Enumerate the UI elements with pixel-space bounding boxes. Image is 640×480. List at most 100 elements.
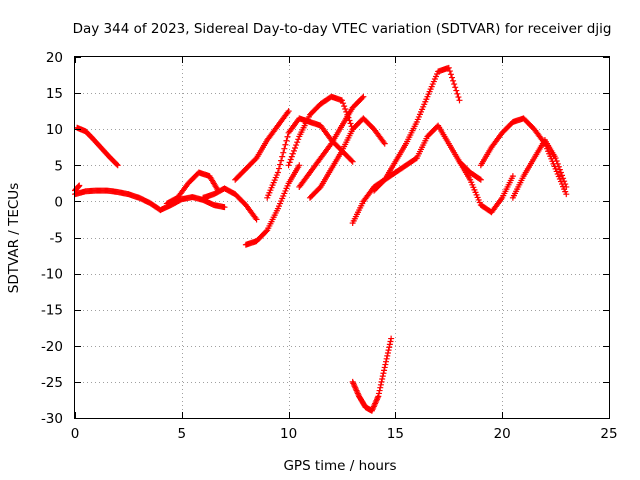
y-tick-label: 10 bbox=[46, 122, 63, 138]
data-point bbox=[379, 376, 386, 383]
series-track bbox=[242, 162, 303, 248]
data-point bbox=[446, 68, 453, 75]
data-point bbox=[559, 172, 566, 179]
x-tick-label: 25 bbox=[600, 426, 617, 442]
data-point bbox=[445, 64, 452, 71]
data-point bbox=[384, 350, 391, 357]
data-point bbox=[359, 94, 366, 101]
data-point bbox=[476, 176, 483, 183]
data-point bbox=[561, 178, 568, 185]
x-axis-label: GPS time / hours bbox=[283, 458, 396, 474]
series-track bbox=[74, 124, 121, 169]
data-point bbox=[375, 390, 382, 397]
chart-title: Day 344 of 2023, Sidereal Day-to-day VTE… bbox=[73, 21, 612, 37]
data-point bbox=[377, 381, 384, 388]
data-point bbox=[560, 175, 567, 182]
data-point bbox=[450, 77, 457, 84]
data-point bbox=[349, 158, 356, 165]
data-point bbox=[554, 160, 561, 167]
data-point bbox=[381, 364, 388, 371]
data-point bbox=[360, 93, 367, 100]
data-point bbox=[383, 358, 390, 365]
data-point bbox=[381, 367, 388, 374]
data-point bbox=[288, 153, 295, 160]
data-point bbox=[339, 97, 345, 104]
y-tick-label: -15 bbox=[41, 303, 63, 319]
data-point bbox=[221, 204, 228, 211]
series-track bbox=[477, 115, 570, 198]
y-tick-label: -20 bbox=[41, 339, 63, 355]
x-tick-label: 5 bbox=[178, 426, 187, 442]
series-track bbox=[200, 185, 260, 223]
data-point bbox=[383, 355, 390, 362]
grid bbox=[75, 57, 609, 418]
data-point bbox=[253, 216, 260, 223]
data-point bbox=[263, 228, 270, 235]
data-point bbox=[385, 347, 392, 354]
data-point bbox=[509, 173, 516, 180]
data-point bbox=[387, 338, 394, 345]
series-track bbox=[296, 93, 367, 190]
series-track bbox=[163, 169, 222, 207]
data-point bbox=[557, 169, 564, 176]
y-tick-label: -10 bbox=[41, 267, 63, 283]
series-track bbox=[232, 108, 292, 183]
y-tick-label: -30 bbox=[41, 411, 63, 427]
y-tick-label: 0 bbox=[54, 194, 63, 210]
data-point bbox=[477, 176, 484, 183]
data-point bbox=[384, 352, 391, 359]
data-point bbox=[284, 133, 291, 140]
data-point bbox=[283, 137, 290, 144]
data-point bbox=[376, 387, 383, 394]
y-tick-label: 20 bbox=[46, 50, 63, 66]
data-point bbox=[286, 159, 293, 166]
data-point bbox=[290, 147, 297, 154]
data-point bbox=[381, 140, 388, 147]
y-axis-label: SDTVAR / TECUs bbox=[6, 183, 22, 293]
data-point bbox=[375, 393, 382, 400]
data-point bbox=[277, 161, 284, 168]
data-point bbox=[451, 81, 458, 88]
series-track bbox=[509, 137, 570, 201]
data-point bbox=[340, 100, 347, 107]
data-point bbox=[296, 162, 303, 169]
data-point bbox=[341, 103, 348, 110]
data-point bbox=[562, 181, 569, 188]
data-point bbox=[347, 120, 354, 127]
data-point bbox=[386, 344, 393, 351]
data-point bbox=[563, 191, 570, 198]
data-point bbox=[285, 108, 292, 115]
data-point bbox=[279, 153, 286, 160]
series-track bbox=[349, 335, 395, 414]
data-point bbox=[456, 97, 463, 104]
data-point bbox=[281, 145, 288, 152]
data-point bbox=[292, 144, 299, 151]
data-point bbox=[552, 155, 559, 162]
data-point bbox=[449, 74, 456, 81]
y-tick-label: -5 bbox=[50, 231, 63, 247]
x-tick-label: 0 bbox=[71, 426, 80, 442]
data-point bbox=[278, 157, 285, 164]
series-track bbox=[371, 64, 463, 194]
series-track bbox=[306, 115, 388, 201]
data-point bbox=[453, 87, 460, 94]
x-tick-label: 20 bbox=[494, 426, 511, 442]
plot-frame bbox=[74, 56, 610, 419]
data-point bbox=[553, 157, 560, 164]
data-point bbox=[285, 162, 292, 169]
data-point bbox=[280, 149, 287, 156]
data-point bbox=[452, 84, 459, 91]
data-point bbox=[76, 182, 83, 189]
data-point bbox=[282, 141, 289, 148]
data-point bbox=[295, 136, 302, 143]
axis-ticks: 0 5 10 15 20 25 -30 -25 -20 -15 -10 -5 0 5 10 15 20 bbox=[41, 50, 618, 442]
data-point bbox=[555, 163, 562, 170]
data-point bbox=[386, 341, 393, 348]
data-point bbox=[274, 169, 281, 176]
data-point bbox=[114, 162, 121, 169]
data-point bbox=[287, 156, 294, 163]
data-point bbox=[113, 161, 120, 168]
data-point bbox=[275, 165, 282, 172]
